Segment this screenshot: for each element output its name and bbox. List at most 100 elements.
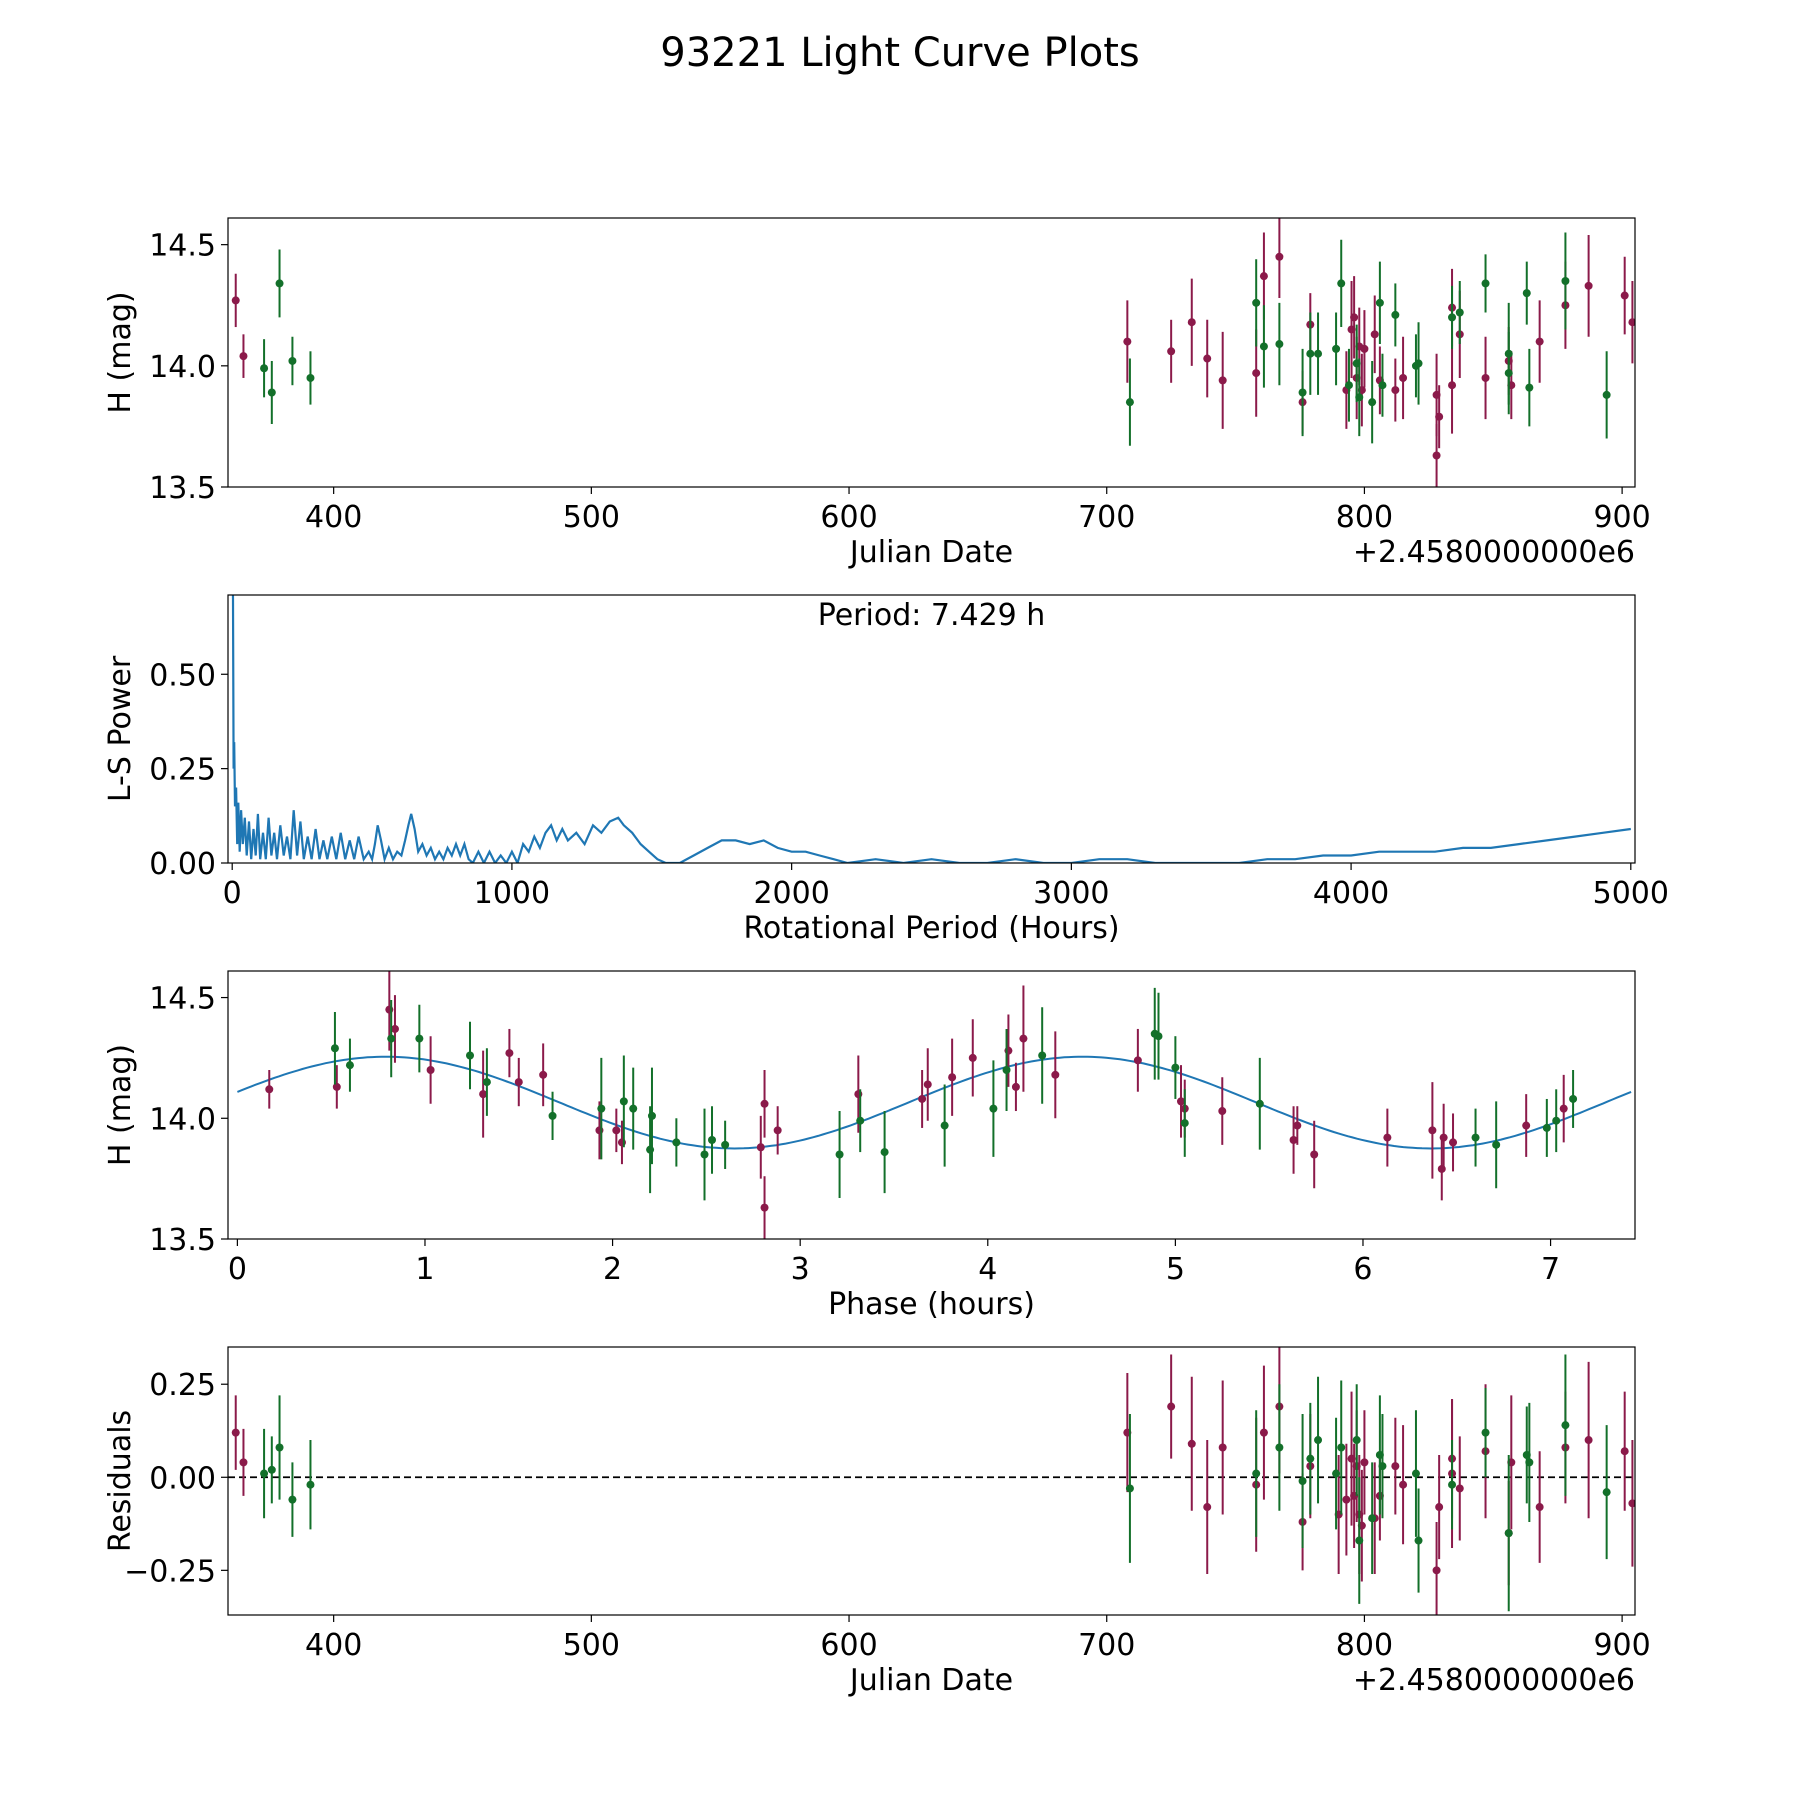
data-point (1332, 344, 1341, 353)
data-point (1435, 1503, 1444, 1512)
y-tick-label: 14.5 (149, 982, 216, 1017)
data-point (1368, 398, 1377, 407)
x-tick-label: 800 (1336, 1628, 1393, 1663)
y-axis-label: L-S Power (103, 655, 138, 802)
axes-frame (227, 594, 1636, 864)
data-point (231, 1428, 240, 1437)
data-point (1218, 376, 1227, 385)
fit-curve (237, 1055, 1632, 1150)
data-point (1355, 393, 1364, 402)
x-tick-label: 6 (1353, 1252, 1372, 1287)
data-point (1559, 1104, 1568, 1113)
data-point (1180, 1119, 1189, 1128)
data-point (968, 1053, 977, 1062)
data-point (1332, 1469, 1341, 1478)
data-point (275, 279, 284, 288)
data-point (1259, 342, 1268, 351)
x-tick-label: 400 (305, 1628, 362, 1663)
data-point (1504, 349, 1513, 358)
x-tick-label: 7 (1541, 1252, 1560, 1287)
data-point (1360, 1458, 1369, 1467)
data-group (231, 595, 1631, 863)
data-point (1620, 291, 1629, 300)
data-point (479, 1090, 488, 1099)
data-point (1051, 1070, 1060, 1079)
data-point (1504, 1529, 1513, 1538)
x-tick-label: 2000 (753, 876, 829, 911)
data-point (1432, 1566, 1441, 1575)
data-point (918, 1094, 927, 1103)
x-tick-label: 500 (563, 500, 620, 535)
x-tick-label: 5 (1166, 1252, 1185, 1287)
data-point (260, 364, 269, 373)
data-point (1561, 1421, 1570, 1430)
x-tick-label: 4000 (1313, 876, 1389, 911)
data-point (1584, 281, 1593, 290)
y-tick-label: 0.00 (149, 1461, 216, 1496)
figure-title: 93221 Light Curve Plots (660, 30, 1139, 76)
data-point (1123, 337, 1132, 346)
data-point (1275, 252, 1284, 261)
x-axis-label: Julian Date (848, 535, 1013, 570)
data-point (330, 1044, 339, 1053)
data-point (948, 1073, 957, 1082)
y-tick-label: 14.5 (149, 229, 216, 264)
data-point (275, 1443, 284, 1452)
data-point (1602, 390, 1611, 399)
x-axis-label: Phase (hours) (828, 1287, 1035, 1322)
data-point (1167, 347, 1176, 356)
data-point (1471, 1133, 1480, 1142)
data-point (1620, 1447, 1629, 1456)
data-point (1259, 272, 1268, 281)
data-point (1187, 318, 1196, 327)
data-point (1252, 1469, 1261, 1478)
data-point (989, 1104, 998, 1113)
data-point (1561, 277, 1570, 286)
data-point (390, 1024, 399, 1033)
data-point (1360, 344, 1369, 353)
data-point (1218, 1443, 1227, 1452)
data-point (619, 1097, 628, 1106)
x-tick-label: 500 (563, 1628, 620, 1663)
data-point (1391, 1462, 1400, 1471)
data-point (505, 1049, 514, 1058)
x-tick-label: 900 (1593, 500, 1650, 535)
data-point (1019, 1034, 1028, 1043)
x-tick-label: 0 (228, 1252, 247, 1287)
data-point (387, 1034, 396, 1043)
data-point (548, 1111, 557, 1120)
x-tick-label: 900 (1593, 1628, 1650, 1663)
data-point (1628, 1499, 1635, 1508)
data-point (1569, 1094, 1578, 1103)
data-point (1252, 298, 1261, 307)
data-point (1171, 1063, 1180, 1072)
x-tick-label: 2 (603, 1252, 622, 1287)
data-point (345, 1061, 354, 1070)
data-point (1368, 1514, 1377, 1523)
data-point (260, 1469, 269, 1478)
y-tick-label: −0.25 (124, 1554, 216, 1589)
data-point (231, 296, 240, 305)
x-tick-label: 700 (1078, 1628, 1135, 1663)
data-point (756, 1143, 765, 1152)
data-point (1481, 373, 1490, 382)
data-point (1314, 349, 1323, 358)
x-offset-label: +2.4580000000e6 (1353, 1663, 1635, 1698)
data-point (1414, 359, 1423, 368)
data-point (708, 1136, 717, 1145)
data-group (231, 1347, 1635, 1615)
data-point (1125, 1484, 1134, 1493)
data-point (1584, 1436, 1593, 1445)
data-point (1125, 398, 1134, 407)
data-point (1344, 381, 1353, 390)
data-point (1252, 369, 1261, 378)
data-point (672, 1138, 681, 1147)
data-point (1435, 412, 1444, 421)
data-point (760, 1099, 769, 1108)
data-point (1552, 1116, 1561, 1125)
x-tick-label: 600 (820, 1628, 877, 1663)
data-point (1399, 1480, 1408, 1489)
data-point (1449, 1138, 1458, 1147)
data-point (1391, 386, 1400, 395)
data-point (1167, 1402, 1176, 1411)
